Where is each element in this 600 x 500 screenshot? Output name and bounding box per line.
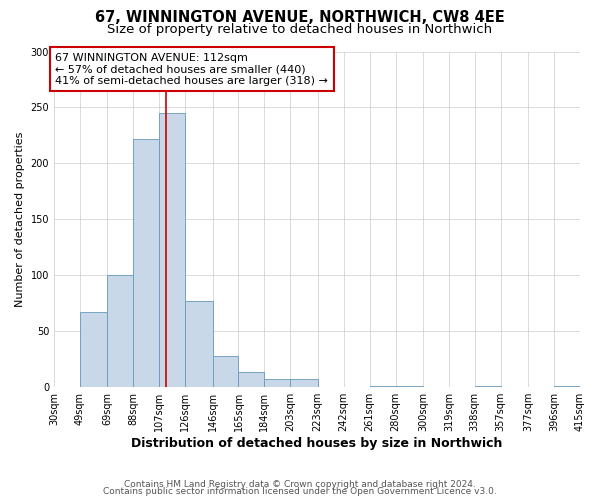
Bar bbox=[265, 380, 290, 387]
Bar bbox=[475, 386, 501, 387]
Bar bbox=[107, 276, 133, 387]
Bar bbox=[80, 312, 107, 387]
Text: 67 WINNINGTON AVENUE: 112sqm
← 57% of detached houses are smaller (440)
41% of s: 67 WINNINGTON AVENUE: 112sqm ← 57% of de… bbox=[55, 52, 328, 86]
Text: 67, WINNINGTON AVENUE, NORTHWICH, CW8 4EE: 67, WINNINGTON AVENUE, NORTHWICH, CW8 4E… bbox=[95, 10, 505, 25]
Bar bbox=[238, 372, 265, 387]
Bar bbox=[133, 139, 159, 387]
Text: Contains public sector information licensed under the Open Government Licence v3: Contains public sector information licen… bbox=[103, 487, 497, 496]
Bar bbox=[212, 356, 238, 387]
Y-axis label: Number of detached properties: Number of detached properties bbox=[15, 132, 25, 307]
Text: Contains HM Land Registry data © Crown copyright and database right 2024.: Contains HM Land Registry data © Crown c… bbox=[124, 480, 476, 489]
Bar bbox=[554, 386, 580, 387]
X-axis label: Distribution of detached houses by size in Northwich: Distribution of detached houses by size … bbox=[131, 437, 503, 450]
Bar bbox=[370, 386, 395, 387]
Bar bbox=[290, 380, 318, 387]
Text: Size of property relative to detached houses in Northwich: Size of property relative to detached ho… bbox=[107, 22, 493, 36]
Bar bbox=[185, 301, 212, 387]
Bar bbox=[159, 113, 185, 387]
Bar bbox=[395, 386, 423, 387]
